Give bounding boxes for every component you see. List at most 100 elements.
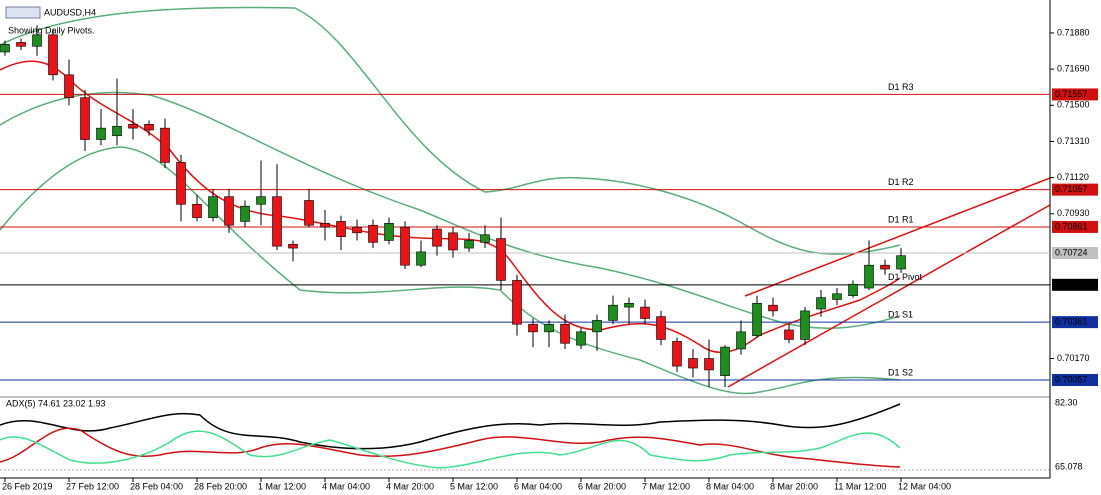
chart-title: AUDUSD,H4 bbox=[44, 7, 96, 17]
candle-body bbox=[336, 221, 346, 237]
candle-body bbox=[96, 127, 106, 140]
candle-body bbox=[784, 329, 794, 340]
candle-body bbox=[848, 283, 858, 296]
candle-body bbox=[768, 304, 778, 312]
candle-body bbox=[0, 44, 10, 53]
candle-body bbox=[128, 124, 138, 129]
candle-body bbox=[192, 203, 202, 218]
candle-body bbox=[736, 331, 746, 350]
candle-body bbox=[416, 251, 426, 266]
candle-body bbox=[480, 234, 490, 243]
candle-body bbox=[896, 255, 906, 270]
price-label-box bbox=[1052, 88, 1098, 101]
candle-body bbox=[832, 293, 842, 300]
candle-body bbox=[496, 238, 506, 281]
candle-body bbox=[800, 310, 810, 340]
candle-body bbox=[176, 162, 186, 205]
minus-di-line bbox=[0, 427, 901, 468]
y-tick-label: 0.71120 bbox=[1057, 172, 1089, 182]
candle-body bbox=[240, 205, 250, 222]
plus-di-line bbox=[0, 430, 901, 469]
candle-body bbox=[624, 302, 634, 308]
candle-body bbox=[304, 200, 314, 226]
price-label-box bbox=[1052, 374, 1098, 387]
x-tick-label: 28 Feb 20:00 bbox=[194, 481, 247, 491]
x-tick-label: 28 Feb 04:00 bbox=[130, 481, 183, 491]
candle-body bbox=[352, 226, 362, 234]
y-tick-label: 0.70930 bbox=[1057, 208, 1090, 218]
candle-body bbox=[608, 304, 618, 321]
candle-body bbox=[576, 331, 586, 346]
adx-line bbox=[0, 403, 901, 450]
trend-line bbox=[744, 177, 1051, 297]
y-tick-label: 0.71500 bbox=[1057, 100, 1090, 110]
pivot-name: D1 R3 bbox=[888, 82, 914, 92]
x-tick-label: 4 Mar 04:00 bbox=[322, 481, 370, 491]
indicator-title: ADX(5) 74.61 23.02 1.93 bbox=[6, 398, 106, 408]
trend-line bbox=[727, 204, 1051, 388]
candle-body bbox=[672, 341, 682, 367]
pivot-name: D1 S2 bbox=[888, 367, 913, 377]
candle-body bbox=[656, 316, 666, 340]
indicator-top-label: 82.30 bbox=[1055, 397, 1078, 407]
current-price-label: 0.70724 bbox=[1055, 247, 1088, 257]
candle-body bbox=[464, 240, 474, 249]
bollinger-lower bbox=[0, 146, 901, 395]
x-tick-label: 5 Mar 12:00 bbox=[450, 481, 498, 491]
candle-body bbox=[752, 302, 762, 336]
x-tick-label: 8 Mar 04:00 bbox=[706, 481, 754, 491]
pivot-name: D1 R1 bbox=[888, 214, 914, 224]
x-tick-label: 27 Feb 12:00 bbox=[66, 481, 119, 491]
pivot-name: D1 Pivot bbox=[888, 272, 923, 282]
candle-body bbox=[64, 74, 74, 98]
x-tick-label: 12 Mar 04:00 bbox=[898, 481, 951, 491]
candle-body bbox=[160, 127, 170, 163]
candle-body bbox=[720, 346, 730, 376]
indicator-bottom-label: 65.078 bbox=[1055, 461, 1083, 471]
price-label: 0.70057 bbox=[1055, 374, 1088, 384]
candle-body bbox=[592, 320, 602, 333]
y-tick-label: 0.71880 bbox=[1057, 27, 1090, 37]
x-tick-label: 6 Mar 04:00 bbox=[514, 481, 562, 491]
candle-body bbox=[864, 264, 874, 289]
x-tick-label: 1 Mar 12:00 bbox=[258, 481, 306, 491]
x-tick-label: 6 Mar 20:00 bbox=[578, 481, 626, 491]
candle-body bbox=[368, 224, 378, 243]
candle-body bbox=[80, 97, 90, 140]
y-tick-label: 0.70170 bbox=[1057, 353, 1090, 363]
price-label: 0.70861 bbox=[1055, 221, 1088, 231]
candle-body bbox=[256, 196, 266, 205]
candle-body bbox=[16, 42, 26, 47]
candle-body bbox=[112, 125, 122, 137]
y-tick-label: 0.71690 bbox=[1057, 63, 1090, 73]
candle-body bbox=[400, 226, 410, 266]
x-tick-label: 26 Feb 2019 bbox=[2, 481, 53, 491]
price-label: 0.71557 bbox=[1055, 89, 1088, 99]
candle-body bbox=[544, 323, 554, 333]
price-label: 0.70557 bbox=[1055, 279, 1088, 289]
price-label: 0.70361 bbox=[1055, 317, 1088, 327]
candle-body bbox=[272, 196, 282, 247]
candle-body bbox=[224, 196, 234, 226]
price-label: 0.71057 bbox=[1055, 184, 1088, 194]
candle-body bbox=[32, 34, 42, 47]
candle-body bbox=[208, 196, 218, 218]
candle-body bbox=[432, 228, 442, 247]
x-tick-label: 8 Mar 20:00 bbox=[770, 481, 818, 491]
candle-body bbox=[512, 280, 522, 325]
candle-body bbox=[144, 124, 154, 131]
x-tick-label: 7 Mar 12:00 bbox=[642, 481, 690, 491]
price-label-box bbox=[1052, 220, 1098, 233]
candle-body bbox=[816, 297, 826, 310]
candle-body bbox=[688, 358, 698, 369]
candle-body bbox=[528, 323, 538, 333]
candle-body bbox=[640, 306, 650, 319]
y-tick-label: 0.71310 bbox=[1057, 136, 1090, 146]
price-label-box bbox=[1052, 183, 1098, 196]
candle-body bbox=[48, 34, 58, 76]
x-tick-label: 4 Mar 20:00 bbox=[386, 481, 434, 491]
candle-body bbox=[384, 223, 394, 241]
